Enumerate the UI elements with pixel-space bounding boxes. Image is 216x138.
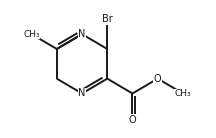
Text: N: N (78, 88, 86, 99)
Text: CH₃: CH₃ (175, 89, 191, 98)
Text: O: O (154, 74, 162, 84)
Text: Br: Br (102, 14, 113, 24)
Text: N: N (78, 29, 86, 39)
Text: CH₃: CH₃ (23, 30, 40, 39)
Text: O: O (129, 115, 136, 125)
